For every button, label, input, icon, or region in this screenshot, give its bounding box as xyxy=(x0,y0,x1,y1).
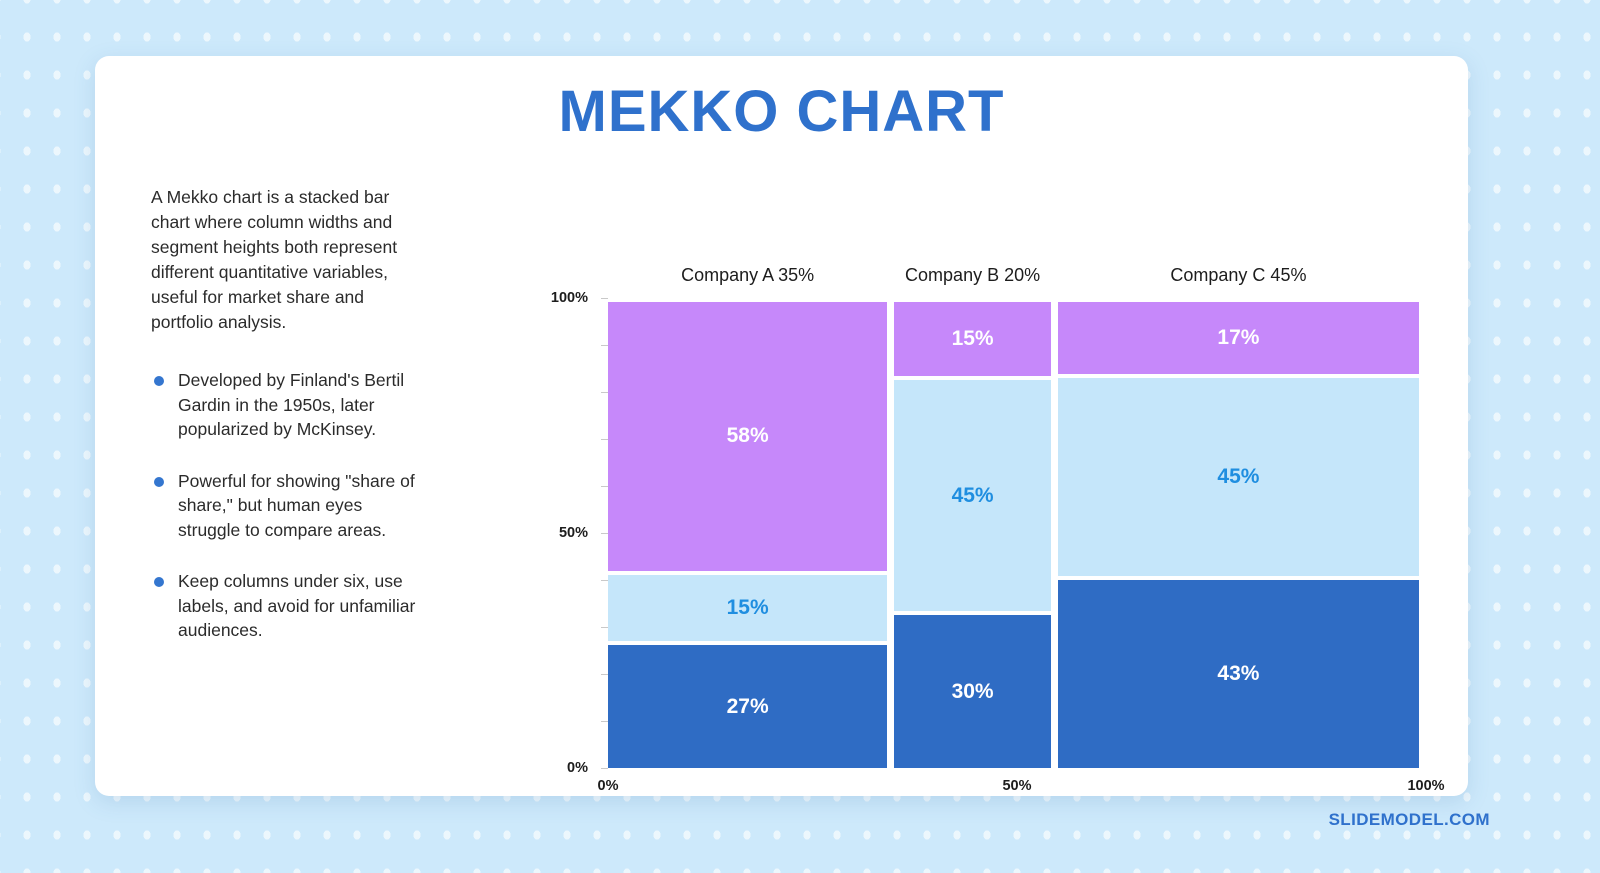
y-axis-tick-label: 0% xyxy=(567,760,588,776)
column-header-label: Company A 35% xyxy=(681,265,815,285)
y-axis-minor-tick xyxy=(601,627,608,628)
y-axis-minor-tick xyxy=(601,486,608,487)
mekko-segment[interactable]: 15% xyxy=(894,302,1051,377)
y-axis-tick-label: 100% xyxy=(550,290,588,306)
mekko-segment[interactable]: 27% xyxy=(608,645,888,768)
x-axis-tick-label: 100% xyxy=(1407,778,1445,794)
mekko-segment[interactable]: 45% xyxy=(1057,378,1419,576)
y-axis-minor-tick xyxy=(601,439,608,440)
mekko-segment[interactable]: 43% xyxy=(1057,579,1419,768)
segment-value-label: 15% xyxy=(951,327,994,351)
segment-value-label: 58% xyxy=(726,424,769,448)
y-axis-tick-label: 50% xyxy=(558,525,588,541)
bullet-item: Keep columns under six, use labels, and … xyxy=(151,569,426,643)
segment-value-label: 15% xyxy=(726,595,769,619)
column-header-label: Company C 45% xyxy=(1170,265,1307,285)
segment-value-label: 30% xyxy=(951,679,994,703)
chart-plot-area: Company A 35% 27% 15% 58% Company B 20% 30% 45… xyxy=(608,265,1426,768)
bullet-item: Powerful for showing "share of share," b… xyxy=(151,469,426,543)
y-axis-minor-tick xyxy=(601,392,608,393)
mekko-chart: Company A 35% 27% 15% 58% Company B 20% 30% 45… xyxy=(450,208,1445,794)
bullet-text: Developed by Finland's Bertil Gardin in … xyxy=(178,370,405,439)
x-axis-tick-label: 50% xyxy=(1002,778,1032,794)
y-axis-minor-tick xyxy=(601,768,608,769)
segment-value-label: 45% xyxy=(951,483,994,507)
bullet-text: Powerful for showing "share of share," b… xyxy=(178,470,415,540)
bullet-dot-icon xyxy=(154,476,164,487)
y-axis-minor-tick xyxy=(601,533,608,534)
segment-value-label: 45% xyxy=(1217,464,1260,488)
segment-value-label: 27% xyxy=(726,694,769,718)
mekko-segment[interactable]: 58% xyxy=(608,302,888,571)
slide-card: MEKKO CHART A Mekko chart is a stacked b… xyxy=(95,56,1468,796)
left-text-panel: A Mekko chart is a stacked bar chart whe… xyxy=(151,185,426,670)
mekko-column[interactable]: Company C 45% 43% 45% 17% xyxy=(1057,265,1419,768)
page-title: MEKKO CHART xyxy=(558,79,1005,144)
y-axis-minor-tick xyxy=(601,345,608,346)
y-axis-minor-tick xyxy=(601,298,608,299)
mekko-segment[interactable]: 15% xyxy=(608,574,888,642)
mekko-column[interactable]: Company B 20% 30% 45% 15% xyxy=(894,265,1051,768)
bullet-text: Keep columns under six, use labels, and … xyxy=(178,571,416,640)
mekko-segment[interactable]: 30% xyxy=(894,615,1051,768)
bullet-item: Developed by Finland's Bertil Gardin in … xyxy=(151,368,426,442)
x-axis-tick-label: 0% xyxy=(597,778,619,794)
intro-paragraph: A Mekko chart is a stacked bar chart whe… xyxy=(151,187,398,332)
bullet-dot-icon xyxy=(154,376,164,386)
y-axis-minor-tick xyxy=(601,721,608,722)
brand-footer: SLIDEMODEL.COM xyxy=(1328,810,1490,829)
segment-value-label: 17% xyxy=(1217,326,1260,350)
column-header-label: Company B 20% xyxy=(905,265,1041,285)
y-axis-minor-tick xyxy=(601,674,608,675)
mekko-segment[interactable]: 45% xyxy=(894,380,1051,612)
mekko-segment[interactable]: 17% xyxy=(1057,302,1419,375)
bullet-list: Developed by Finland's Bertil Gardin in … xyxy=(151,368,426,643)
bullet-dot-icon xyxy=(154,577,164,587)
segment-value-label: 43% xyxy=(1217,661,1260,685)
y-axis-minor-tick xyxy=(601,580,608,581)
mekko-column[interactable]: Company A 35% 27% 15% 58% xyxy=(608,265,888,768)
